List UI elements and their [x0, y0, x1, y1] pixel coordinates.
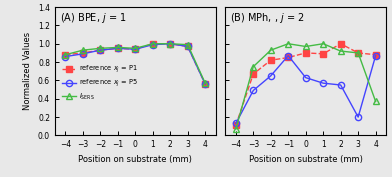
Line: reference $x_{\it{j}}$ = P1: reference $x_{\it{j}}$ = P1	[62, 41, 208, 87]
Legend: reference $x_{\it{j}}$ = P1, reference $x_{\it{j}}$ = P5, $I_{\rm SERS}$: reference $x_{\it{j}}$ = P1, reference $…	[60, 62, 140, 104]
$I_{\rm SERS}$	[133, 47, 138, 49]
Text: (B) MPh, , $\it{j}$ = 2: (B) MPh, , $\it{j}$ = 2	[230, 11, 305, 25]
reference $x_{\it{j}}$ = P1	[168, 43, 172, 45]
$I_{\rm SERS}$	[80, 49, 85, 51]
reference $x_{\it{j}}$ = P1	[80, 52, 85, 54]
reference $x_{\it{j}}$ = P1	[116, 47, 120, 49]
reference $x_{\it{j}}$ = P5	[80, 53, 85, 55]
$I_{\rm SERS}$	[63, 54, 68, 56]
reference $x_{\it{j}}$ = P1	[133, 48, 138, 50]
$I_{\rm SERS}$	[116, 46, 120, 48]
X-axis label: Position on substrate (mm): Position on substrate (mm)	[249, 155, 363, 164]
$I_{\rm SERS}$	[203, 82, 207, 84]
reference $x_{\it{j}}$ = P5	[168, 43, 172, 45]
$I_{\rm SERS}$	[168, 43, 172, 45]
reference $x_{\it{j}}$ = P5	[133, 48, 138, 50]
reference $x_{\it{j}}$ = P1	[98, 49, 103, 51]
reference $x_{\it{j}}$ = P1	[63, 54, 68, 56]
Y-axis label: Normalized Values: Normalized Values	[24, 32, 32, 110]
reference $x_{\it{j}}$ = P5	[185, 45, 190, 48]
reference $x_{\it{j}}$ = P1	[151, 43, 155, 45]
X-axis label: Position on substrate (mm): Position on substrate (mm)	[78, 155, 192, 164]
reference $x_{\it{j}}$ = P1	[185, 45, 190, 48]
$I_{\rm SERS}$	[185, 44, 190, 46]
reference $x_{\it{j}}$ = P5	[203, 83, 207, 85]
reference $x_{\it{j}}$ = P5	[63, 56, 68, 58]
reference $x_{\it{j}}$ = P1	[203, 83, 207, 85]
reference $x_{\it{j}}$ = P5	[116, 47, 120, 49]
Line: $I_{\rm SERS}$: $I_{\rm SERS}$	[62, 41, 208, 86]
Line: reference $x_{\it{j}}$ = P5: reference $x_{\it{j}}$ = P5	[62, 41, 208, 87]
reference $x_{\it{j}}$ = P5	[98, 49, 103, 51]
$I_{\rm SERS}$	[98, 47, 103, 49]
$I_{\rm SERS}$	[151, 43, 155, 45]
reference $x_{\it{j}}$ = P5	[151, 44, 155, 46]
Text: (A) BPE, $\it{j}$ = 1: (A) BPE, $\it{j}$ = 1	[60, 11, 126, 25]
